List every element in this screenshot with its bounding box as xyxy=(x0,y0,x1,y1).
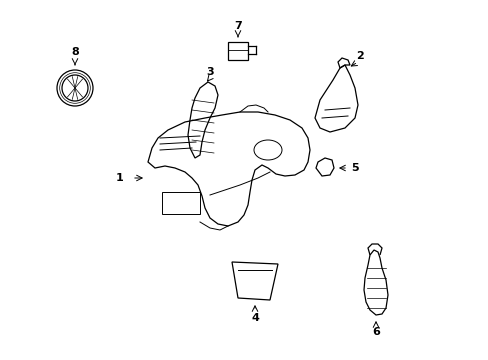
Bar xyxy=(227,42,247,60)
Text: 1: 1 xyxy=(116,173,123,183)
Text: 3: 3 xyxy=(206,67,213,77)
Text: 6: 6 xyxy=(371,327,379,337)
Text: 2: 2 xyxy=(355,51,363,61)
Text: 8: 8 xyxy=(71,47,79,57)
Bar xyxy=(162,192,200,214)
Text: 7: 7 xyxy=(234,21,242,31)
Text: 5: 5 xyxy=(350,163,358,173)
Text: 4: 4 xyxy=(250,313,259,323)
